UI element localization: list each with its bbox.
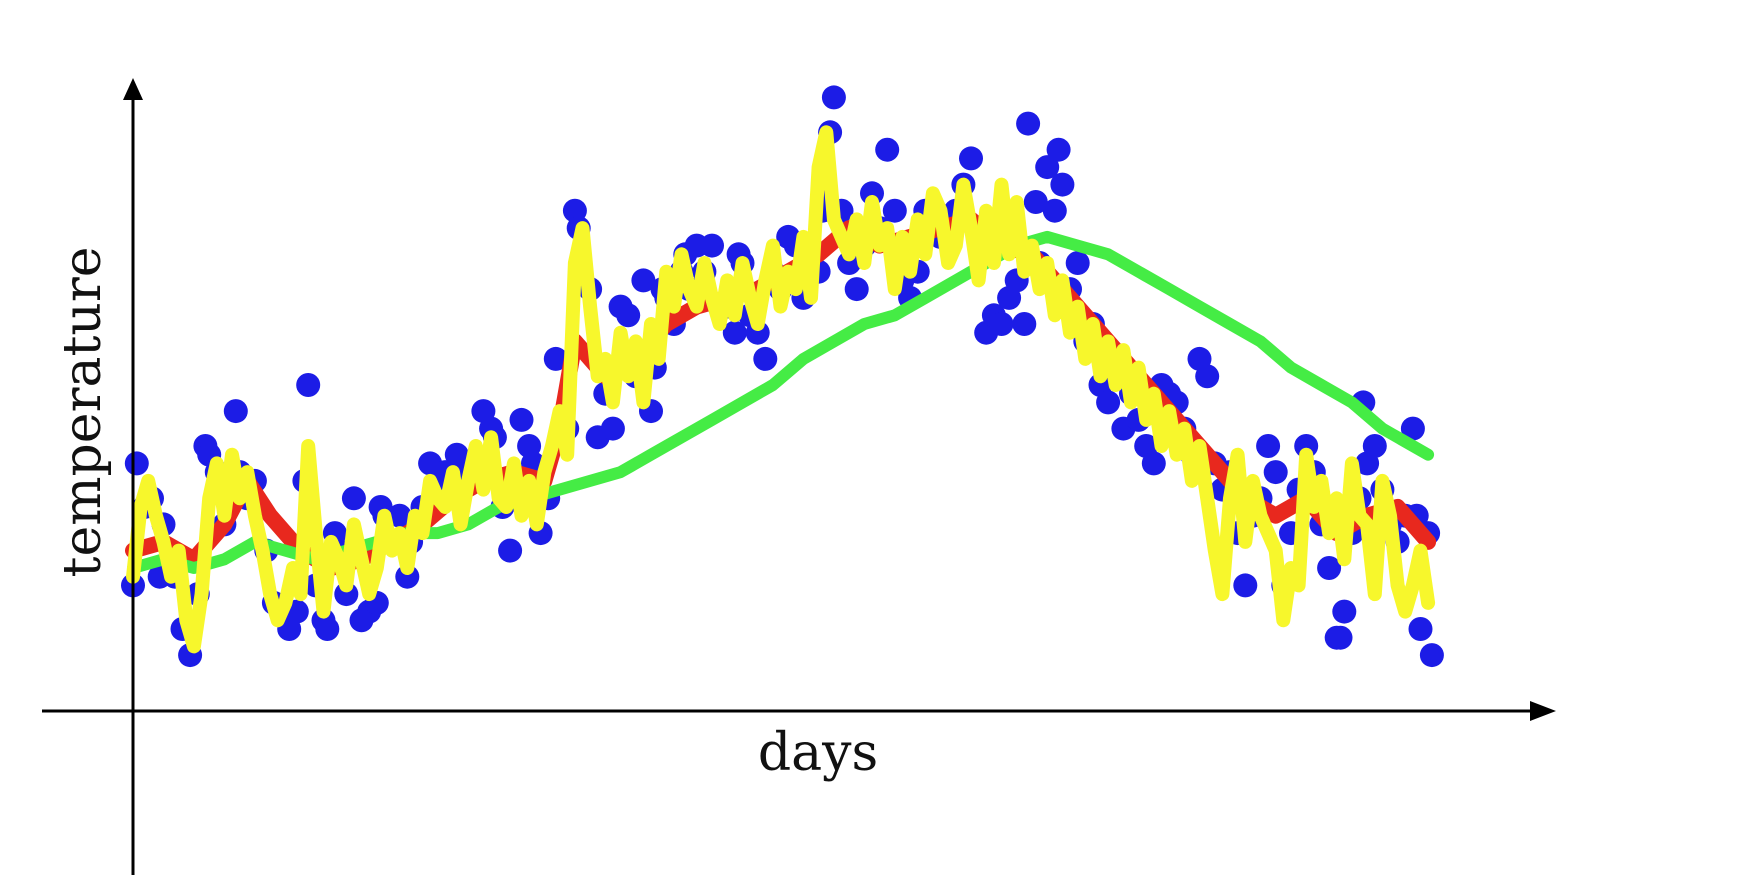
data-point — [543, 346, 568, 371]
data-point — [1035, 155, 1060, 180]
data-point — [1046, 137, 1071, 162]
data-point — [509, 407, 534, 432]
data-point — [1195, 364, 1220, 389]
data-point — [1408, 617, 1433, 641]
yellow-average-line — [126, 125, 1436, 654]
data-point — [1256, 434, 1281, 458]
data-point — [989, 312, 1014, 336]
y-axis-label: temperature — [53, 247, 113, 578]
data-point — [631, 268, 656, 293]
data-point — [844, 277, 869, 302]
data-point — [341, 486, 366, 511]
data-point — [1263, 460, 1288, 485]
data-point — [1065, 251, 1090, 275]
data-point — [1400, 416, 1425, 441]
data-point — [296, 373, 321, 397]
data-point — [387, 503, 412, 528]
data-point — [1023, 190, 1048, 214]
data-point — [1016, 111, 1041, 136]
data-point — [1328, 625, 1353, 650]
data-point — [223, 399, 248, 424]
data-point — [1050, 172, 1075, 197]
data-point — [1233, 573, 1258, 598]
y-axis-arrow — [123, 78, 143, 100]
data-point — [875, 137, 900, 162]
data-point — [700, 233, 724, 258]
data-point — [315, 617, 340, 641]
data-point — [124, 451, 149, 476]
data-point — [1042, 198, 1067, 223]
x-axis-arrow — [1530, 701, 1556, 721]
data-point — [1362, 434, 1387, 458]
data-point — [1419, 643, 1444, 668]
data-point — [1332, 599, 1357, 624]
data-point — [1141, 451, 1166, 476]
data-point — [959, 146, 983, 171]
data-point — [882, 198, 907, 223]
data-point — [1012, 312, 1037, 336]
x-axis-label: days — [758, 723, 878, 783]
data-point — [753, 346, 778, 371]
data-point — [821, 85, 846, 110]
data-point — [722, 320, 747, 345]
data-point — [1317, 556, 1342, 580]
data-point — [1096, 390, 1121, 415]
data-point — [600, 416, 625, 441]
data-point — [616, 303, 641, 328]
data-point — [498, 538, 523, 563]
